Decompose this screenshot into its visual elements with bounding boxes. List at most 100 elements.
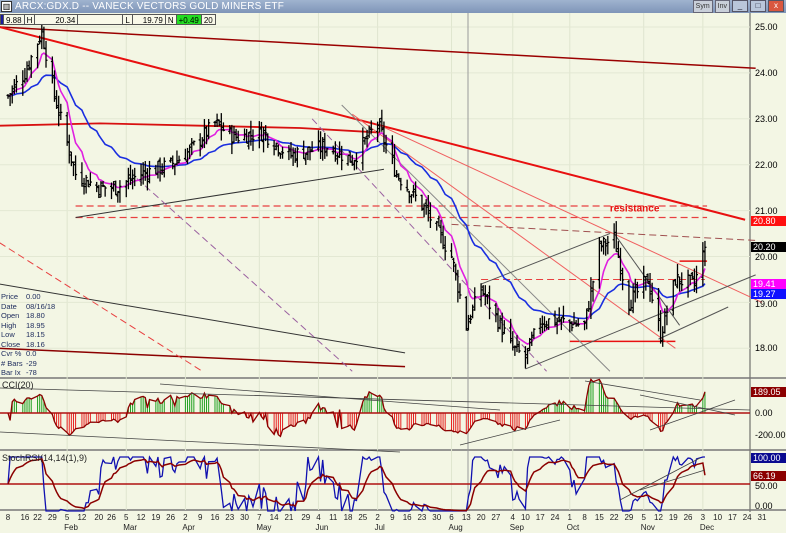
price-bar [331, 145, 335, 155]
x-axis-day-label: 26 [166, 513, 176, 522]
price-bar [384, 134, 388, 154]
close-button[interactable]: x [768, 0, 784, 12]
price-bar [278, 152, 282, 159]
x-axis-day-label: 24 [550, 513, 560, 522]
price-bar [631, 283, 635, 314]
price-bar [200, 137, 204, 149]
price-bar [215, 113, 219, 127]
low-value: 19.79 [131, 14, 166, 25]
price-bar [395, 170, 399, 178]
price-bar [205, 126, 209, 145]
x-axis-day-label: 16 [402, 513, 412, 522]
price-bar [642, 265, 646, 299]
price-bar [509, 318, 513, 344]
cci-trendline [639, 394, 736, 416]
price-bar [171, 155, 175, 170]
x-axis-day-label: 1 [567, 513, 573, 522]
sym-button[interactable]: Sym [692, 0, 713, 13]
stochrsi-value-tag: 100.00 [751, 453, 786, 463]
price-bar [695, 265, 699, 294]
price-bar [325, 147, 329, 157]
price-bar [604, 238, 608, 256]
cci-trendline [0, 431, 401, 453]
price-bar [597, 236, 601, 289]
price-bar [450, 243, 454, 259]
price-bar [454, 263, 458, 281]
price-bar [656, 288, 660, 332]
x-axis-day-label: 17 [535, 513, 545, 522]
price-bar [424, 199, 428, 215]
info-row: Low 18.15 [1, 330, 45, 339]
price-bar [236, 130, 240, 144]
price-bar [466, 314, 470, 331]
x-axis-month-label: Dec [699, 523, 715, 532]
x-axis-day-label: 22 [33, 513, 43, 522]
blank-field [77, 14, 124, 25]
info-row: Open 18.80 [1, 311, 45, 320]
cci-line [7, 378, 706, 438]
price-bar [614, 221, 618, 253]
price-bar [409, 194, 413, 204]
price-bar [618, 247, 622, 281]
x-axis-day-label: 5 [641, 513, 646, 522]
price-bar [701, 242, 705, 287]
price-bar [574, 320, 578, 327]
price-bar [52, 70, 56, 102]
price-bar [340, 145, 344, 171]
price-bar [441, 225, 445, 250]
price-bar [380, 109, 384, 132]
x-axis-day-label: 23 [225, 513, 235, 522]
x-axis-day-label: 14 [269, 513, 279, 522]
cci-trendline [584, 380, 701, 401]
price-bar [443, 236, 447, 261]
minimize-button[interactable]: _ [732, 0, 748, 12]
price-bar [14, 75, 18, 93]
maximize-button[interactable]: □ [750, 0, 766, 12]
trendline [351, 113, 676, 349]
cci-histogram [9, 379, 706, 437]
price-bar [55, 90, 59, 109]
price-bar [99, 181, 103, 198]
price-bar [304, 152, 308, 165]
x-axis-day-label: 9 [390, 513, 395, 522]
x-axis-day-label: 29 [624, 513, 634, 522]
ohlc-strip: 9.88 H 20.34 L 19.79 N +0.49 20 [0, 14, 216, 25]
x-axis-day-label: 6 [449, 513, 454, 522]
price-bar [568, 319, 572, 333]
price-bar [192, 140, 196, 146]
x-axis-day-label: 12 [654, 513, 663, 522]
chart-background [0, 13, 786, 533]
price-bar [515, 335, 519, 353]
price-bar [86, 179, 90, 188]
price-bar [488, 285, 492, 320]
price-bar [369, 120, 373, 134]
price-bar [354, 152, 358, 170]
price-bar [65, 111, 69, 146]
price-bar [221, 122, 225, 132]
price-bar [680, 272, 684, 292]
price-bar [648, 272, 652, 302]
price-bar [494, 303, 498, 323]
price-bar [112, 181, 116, 192]
info-row: Close 18.16 [1, 339, 45, 349]
price-bar [678, 276, 682, 292]
price-bar [213, 120, 217, 127]
x-axis-day-label: 30 [432, 513, 442, 522]
price-tag: 20.20 [751, 242, 786, 252]
price-tag: 19.27 [751, 289, 786, 299]
price-bar [183, 148, 187, 161]
price-tag: 19.41 [751, 279, 786, 289]
x-axis-month-label: Feb [64, 523, 78, 532]
stochrsi-trendline [639, 469, 706, 491]
stochrsi-signal-line [7, 457, 706, 512]
price-bar [50, 56, 54, 84]
price-bar [71, 161, 75, 177]
price-bar [262, 127, 266, 153]
trendline [0, 26, 746, 221]
price-bar [27, 60, 31, 71]
cci-trendline [159, 383, 501, 411]
price-bar [635, 281, 639, 299]
price-bar [464, 296, 468, 331]
inv-button[interactable]: Inv [714, 0, 730, 13]
